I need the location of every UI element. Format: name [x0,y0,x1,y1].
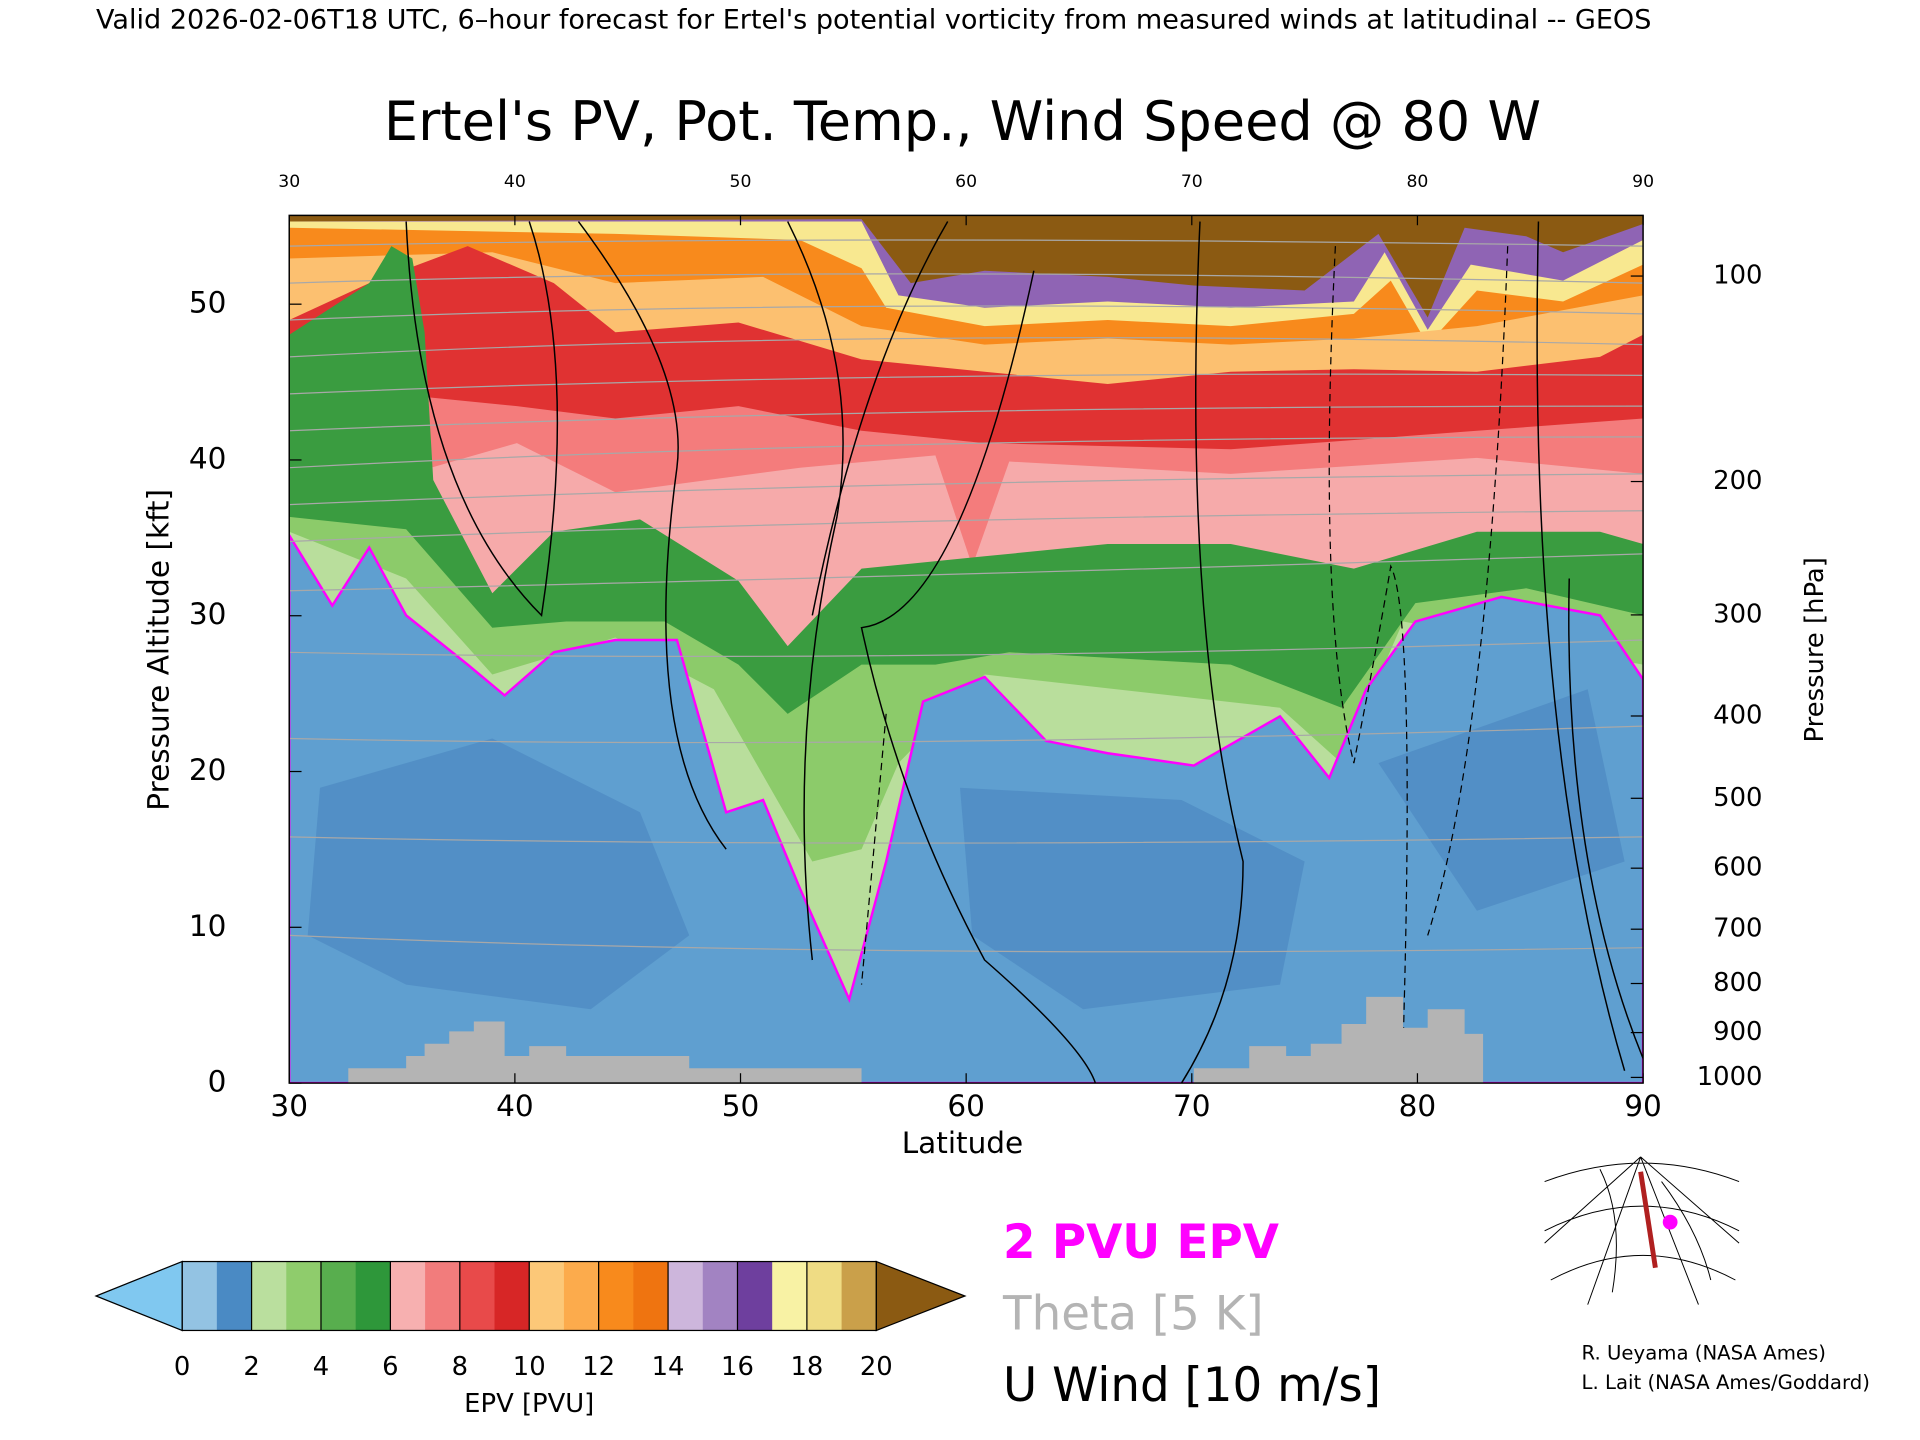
colorbar-segment [355,1261,392,1331]
y2-tick-label: 100 [1713,261,1762,291]
x-top-tick-label: 80 [1406,172,1428,192]
colorbar-segment [286,1261,322,1331]
colorbar-segment [390,1261,426,1331]
colorbar-segment [598,1261,634,1331]
y2-tick-label: 700 [1713,914,1762,944]
y-tick-label: 30 [189,597,227,631]
y-tick-label: 10 [189,909,227,943]
colorbar-segment [216,1261,253,1331]
wind-contours [405,221,1644,1084]
x-top-tick-label: 70 [1181,172,1203,192]
y2-tick-label: 500 [1713,783,1762,813]
credit: L. Lait (NASA Ames/Goddard) [1582,1371,1870,1394]
y2-tick-label: 300 [1713,599,1762,629]
x-top-tick-label: 60 [955,172,977,192]
x-axis-label: Latitude [902,1126,1023,1160]
chart-title: Ertel's PV, Pot. Temp., Wind Speed @ 80 … [384,90,1541,153]
terrain [348,996,1484,1084]
colorbar-tick-label: 20 [860,1352,893,1382]
x-tick-label: 40 [496,1089,534,1123]
colorbar-tick-label: 0 [174,1352,190,1382]
colorbar-tick-label: 18 [790,1352,823,1382]
colorbar-segment [459,1261,496,1331]
negative-wind-contours [860,246,1509,1047]
legend-entry: 2 PVU EPV [1003,1216,1279,1270]
colorbar-over [875,1260,967,1332]
y-tick-label: 20 [189,753,227,787]
x-tick-label: 80 [1399,1089,1437,1123]
legend-entry: U Wind [10 m/s] [1003,1359,1381,1413]
colorbar-segment [772,1261,808,1331]
colorbar-segment [633,1261,669,1331]
colorbar-tick-label: 2 [243,1352,259,1382]
x-top-tick-label: 50 [730,172,752,192]
colorbar-tick-label: 10 [513,1352,546,1382]
locator-map [1544,1156,1740,1305]
y-axis-label: Pressure Altitude [kft] [142,489,176,811]
y2-tick-label: 1000 [1697,1062,1763,1092]
colorbar-tick-label: 14 [652,1352,685,1382]
y-tick-label: 0 [208,1065,227,1099]
theta-contours [289,239,1644,953]
colorbar-tick-label: 4 [313,1352,329,1382]
y2-tick-label: 400 [1713,700,1762,730]
suptitle: Valid 2026-02-06T18 UTC, 6–hour forecast… [96,4,1651,35]
colorbar-segment [806,1261,843,1331]
x-top-tick-label: 90 [1632,172,1654,192]
colorbar-segment [425,1261,461,1331]
y-tick-label: 50 [189,286,227,320]
colorbar-tick-label: 16 [721,1352,754,1382]
colorbar-label: EPV [PVU] [464,1389,594,1419]
y-tick-label: 40 [189,441,227,475]
x-tick-label: 30 [270,1089,308,1123]
colorbar-tick-label: 8 [452,1352,468,1382]
x-top-tick-label: 30 [278,172,300,192]
colorbar-segment [494,1261,530,1331]
legend-entry: Theta [5 K] [1002,1287,1264,1341]
band-dark-blue [307,689,1625,1010]
colorbar-segment [251,1261,287,1331]
colorbar-segment [841,1261,877,1331]
colorbar-segment [182,1261,218,1331]
x-tick-label: 70 [1173,1089,1211,1123]
colorbar-segment [529,1261,565,1331]
y2-axis-label: Pressure [hPa] [1800,557,1830,742]
colorbar-segment [737,1261,773,1331]
x-top-tick-label: 40 [504,172,526,192]
y2-tick-label: 600 [1713,853,1762,883]
colorbar-tick-label: 6 [382,1352,398,1382]
colorbar-under [94,1260,183,1332]
colorbar-tick-label: 12 [582,1352,615,1382]
credit: R. Ueyama (NASA Ames) [1582,1341,1826,1364]
colorbar-segment [320,1261,357,1331]
y2-tick-label: 900 [1713,1017,1762,1047]
colorbar-segment [563,1261,600,1331]
epv-field [289,215,1644,1084]
x-tick-label: 90 [1624,1089,1662,1123]
y2-tick-label: 800 [1713,968,1762,998]
x-tick-label: 60 [947,1089,985,1123]
colorbar-segment [668,1261,704,1331]
x-tick-label: 50 [722,1089,760,1123]
colorbar-segment [702,1261,739,1331]
y2-tick-label: 200 [1713,466,1762,496]
